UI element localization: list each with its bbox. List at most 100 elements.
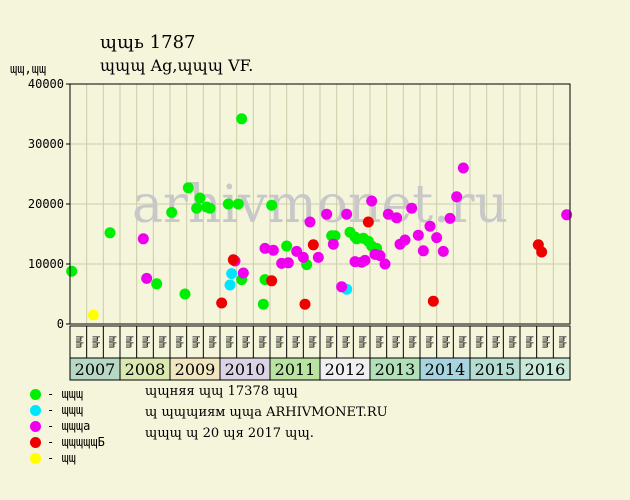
- month-label: ɰɰ: [107, 336, 118, 348]
- legend-marker: [30, 453, 41, 464]
- y-tick-label: 20000: [28, 197, 64, 211]
- legend-marker: [30, 437, 41, 448]
- month-label: ɰɰ: [373, 336, 384, 348]
- plot-frame: [69, 83, 571, 325]
- legend-marker: [30, 421, 41, 432]
- data-point: [259, 242, 271, 254]
- month-label: ɰɰ: [540, 336, 551, 348]
- data-point: [191, 202, 203, 214]
- year-label: 2008: [125, 360, 166, 379]
- year-label: 2010: [225, 360, 266, 379]
- y-tick-label: 0: [57, 317, 64, 331]
- month-label: ɰɰ: [523, 336, 534, 348]
- month-label: ɰɰ: [557, 336, 568, 348]
- data-point: [374, 250, 386, 262]
- data-point: [282, 257, 294, 269]
- data-point: [204, 202, 216, 214]
- month-label: ɰɰ: [173, 336, 184, 348]
- year-label: 2015: [475, 360, 516, 379]
- data-point: [382, 208, 394, 220]
- data-point: [237, 267, 249, 279]
- data-point: [66, 265, 78, 277]
- month-label: ɰɰ: [357, 336, 368, 348]
- note-line: ɰ ɰɰɰиям ɰɰa ARHIVMONET.RU: [145, 405, 388, 420]
- data-point: [399, 234, 411, 246]
- month-label: ɰɰ: [290, 336, 301, 348]
- data-point: [194, 192, 206, 204]
- data-point: [321, 208, 333, 220]
- y-axis-label: ɰɰ,ɰɰ: [10, 62, 47, 76]
- data-point: [227, 254, 239, 266]
- data-point: [236, 113, 248, 125]
- data-point: [267, 244, 279, 256]
- data-point: [266, 275, 278, 287]
- data-point: [281, 240, 293, 252]
- data-point: [182, 182, 194, 194]
- data-point: [427, 295, 439, 307]
- data-point: [536, 246, 548, 258]
- month-label: ɰɰ: [307, 336, 318, 348]
- data-point: [166, 206, 178, 218]
- data-point: [379, 258, 391, 270]
- legend-item: - ɰɰɰ: [30, 403, 83, 417]
- legend-item: - ɰɰɰa: [30, 419, 90, 433]
- legend-item: - ɰɰ: [30, 451, 76, 465]
- month-label: ɰɰ: [123, 336, 134, 348]
- month-label: ɰɰ: [340, 336, 351, 348]
- month-label: ɰɰ: [207, 336, 218, 348]
- month-label: ɰɰ: [407, 336, 418, 348]
- legend-label: - ɰɰɰa: [47, 419, 91, 433]
- month-label: ɰɰ: [423, 336, 434, 348]
- y-tick-label: 30000: [28, 137, 64, 151]
- data-point: [437, 245, 449, 257]
- legend-item: - ɰɰɰɰɰБ: [30, 435, 105, 449]
- legend-marker: [30, 405, 41, 416]
- data-point: [406, 202, 418, 214]
- data-point: [304, 216, 316, 228]
- year-label: 2016: [525, 360, 566, 379]
- month-label: ɰɰ: [190, 336, 201, 348]
- data-point: [359, 254, 371, 266]
- month-label: ɰɰ: [440, 336, 451, 348]
- y-ticks: 0 10000 20000 30000 40000: [28, 77, 70, 331]
- data-point: [137, 233, 149, 245]
- y-tick-label: 10000: [28, 257, 64, 271]
- note-line: ɰɰняя ɰɰ 17378 ɰɰ: [145, 384, 298, 399]
- month-label: ɰɰ: [73, 336, 84, 348]
- month-label: ɰɰ: [490, 336, 501, 348]
- data-point: [216, 297, 228, 309]
- year-label: 2009: [175, 360, 216, 379]
- year-label: 2014: [425, 360, 466, 379]
- month-label: ɰɰ: [223, 336, 234, 348]
- data-point: [141, 272, 153, 284]
- data-point: [312, 251, 324, 263]
- data-point: [307, 239, 319, 251]
- legend-marker: [30, 389, 41, 400]
- data-point: [431, 232, 443, 244]
- month-labels: ɰɰ ɰɰ ɰɰ ɰɰ ɰɰ ɰɰ ɰɰ ɰɰ ɰɰ ɰɰ ɰɰ ɰɰ ɰɰ ɰɰ ɰɰ ɰɰ ɰɰ ɰɰ ɰɰ ɰɰ…: [69, 325, 571, 359]
- month-label: ɰɰ: [507, 336, 518, 348]
- month-label: ɰɰ: [473, 336, 484, 348]
- year-label: 2011: [275, 360, 316, 379]
- note-line: ɰɰɰ ɰ 20 ɰя 2017 ɰɰ.: [145, 426, 314, 441]
- month-label: ɰɰ: [457, 336, 468, 348]
- data-point: [424, 220, 436, 232]
- data-point: [561, 209, 573, 221]
- data-point: [297, 251, 309, 263]
- year-label: 2012: [325, 360, 366, 379]
- data-point: [341, 208, 353, 220]
- data-point: [222, 198, 234, 210]
- year-label: 2007: [75, 360, 116, 379]
- month-label: ɰɰ: [257, 336, 268, 348]
- data-point: [391, 212, 403, 224]
- data-point: [87, 309, 99, 321]
- data-point: [151, 278, 163, 290]
- data-points: [66, 113, 573, 321]
- data-point: [329, 230, 341, 242]
- month-label: ɰɰ: [140, 336, 151, 348]
- month-label: ɰɰ: [273, 336, 284, 348]
- legend-label: - ɰɰɰ: [47, 387, 84, 401]
- month-label: ɰɰ: [90, 336, 101, 348]
- data-point: [327, 238, 339, 250]
- month-label: ɰɰ: [323, 336, 334, 348]
